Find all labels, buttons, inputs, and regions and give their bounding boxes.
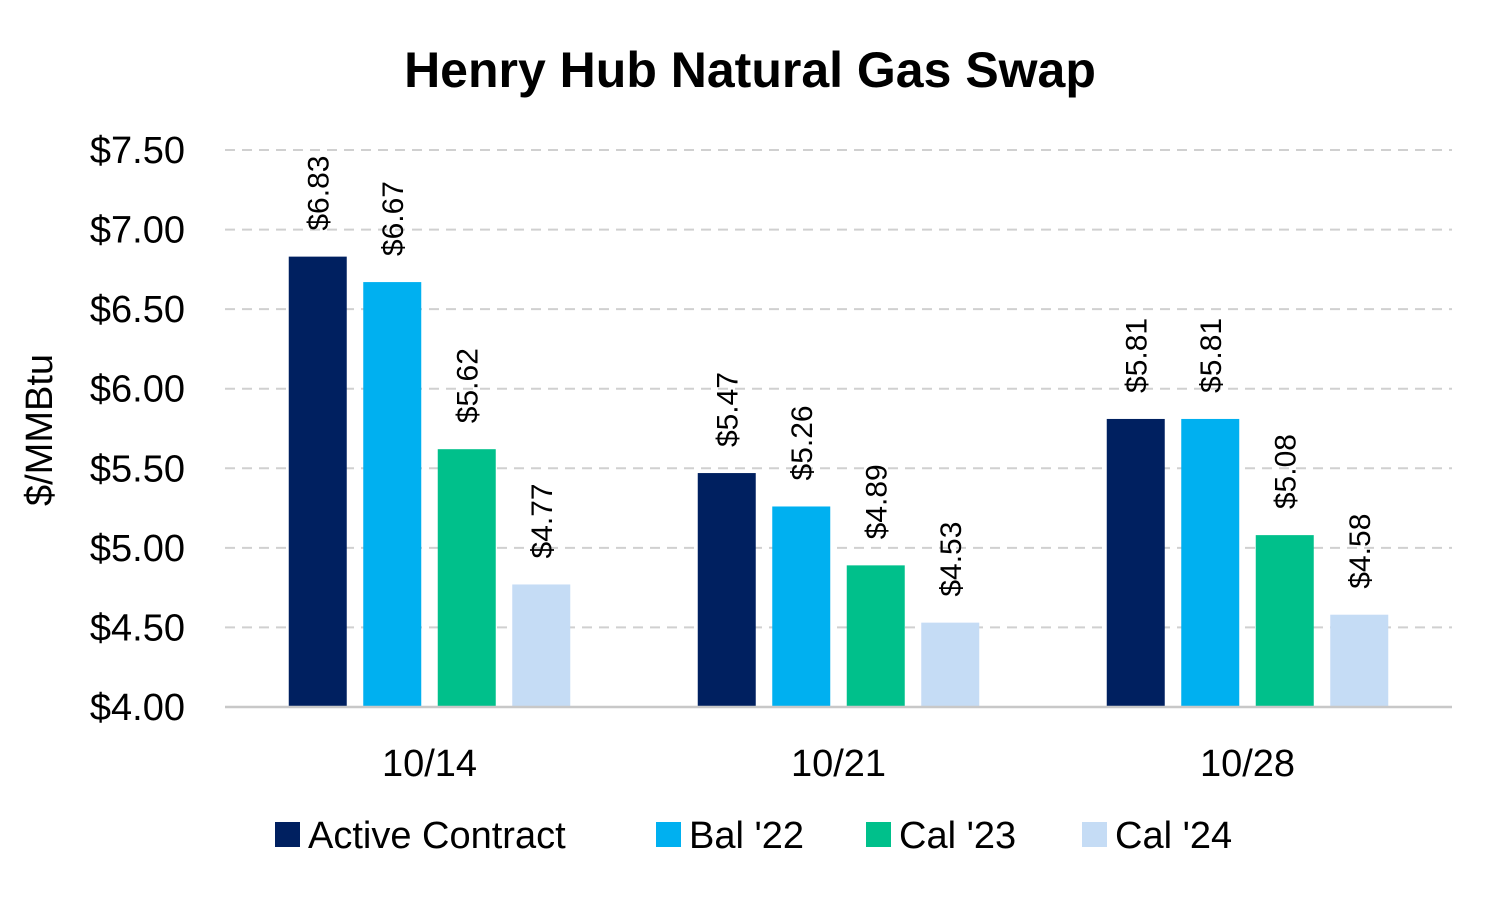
legend: Active Contract Bal '22 Cal '23 Cal '24 [275, 815, 1232, 857]
data-label: $4.58 [1344, 514, 1377, 589]
legend-swatch [866, 822, 891, 847]
bars [288, 256, 1389, 707]
legend-label: Bal '22 [689, 815, 804, 857]
bar [846, 565, 905, 707]
data-label: $5.26 [786, 405, 819, 480]
legend-label: Active Contract [308, 815, 566, 857]
data-label: $4.89 [861, 464, 894, 539]
data-label: $5.08 [1270, 434, 1303, 509]
bar [363, 282, 422, 707]
y-tick-label: $7.50 [90, 130, 185, 172]
data-label: $5.81 [1121, 318, 1154, 393]
legend-swatch [1082, 822, 1107, 847]
data-label: $6.83 [303, 156, 336, 231]
bar [512, 584, 571, 707]
x-category-label: 10/21 [791, 743, 886, 785]
chart-title: Henry Hub Natural Gas Swap [404, 42, 1096, 98]
y-tick-label: $5.50 [90, 448, 185, 490]
legend-swatch [656, 822, 681, 847]
bar [1181, 418, 1240, 707]
bar [921, 622, 980, 707]
y-tick-label: $5.00 [90, 528, 185, 570]
bar [697, 473, 756, 707]
bar [772, 506, 831, 707]
data-label: $5.62 [452, 348, 485, 423]
bar [1106, 418, 1165, 707]
bar [1255, 535, 1314, 707]
legend-label: Cal '23 [899, 815, 1016, 857]
legend-swatch [275, 822, 300, 847]
y-tick-label: $6.50 [90, 289, 185, 331]
data-label: $6.67 [377, 181, 410, 256]
bar [288, 256, 347, 707]
legend-label: Cal '24 [1115, 815, 1232, 857]
y-axis-label: $/MMBtu [19, 354, 61, 506]
data-label: $5.47 [712, 372, 745, 447]
data-label: $4.53 [935, 522, 968, 597]
x-category-label: 10/14 [382, 743, 477, 785]
y-tick-label: $4.50 [90, 607, 185, 649]
gridlines [225, 149, 1452, 629]
data-labels: $6.83 $6.67 $5.62 $4.77 $5.47 $5.26 $4.89 $4.53… [303, 156, 1378, 597]
y-tick-label: $6.00 [90, 369, 185, 411]
data-label: $4.77 [526, 483, 559, 558]
y-tick-label: $7.00 [90, 210, 185, 252]
data-label: $5.81 [1195, 318, 1228, 393]
x-axis-categories: 10/14 10/21 10/28 [382, 743, 1295, 785]
bar [1330, 614, 1389, 707]
y-axis-ticks: $4.00 $4.50 $5.00 $5.50 $6.00 $6.50 $7.00 $7.50 [90, 130, 185, 729]
y-tick-label: $4.00 [90, 687, 185, 729]
x-category-label: 10/28 [1200, 743, 1295, 785]
bar [437, 449, 496, 707]
